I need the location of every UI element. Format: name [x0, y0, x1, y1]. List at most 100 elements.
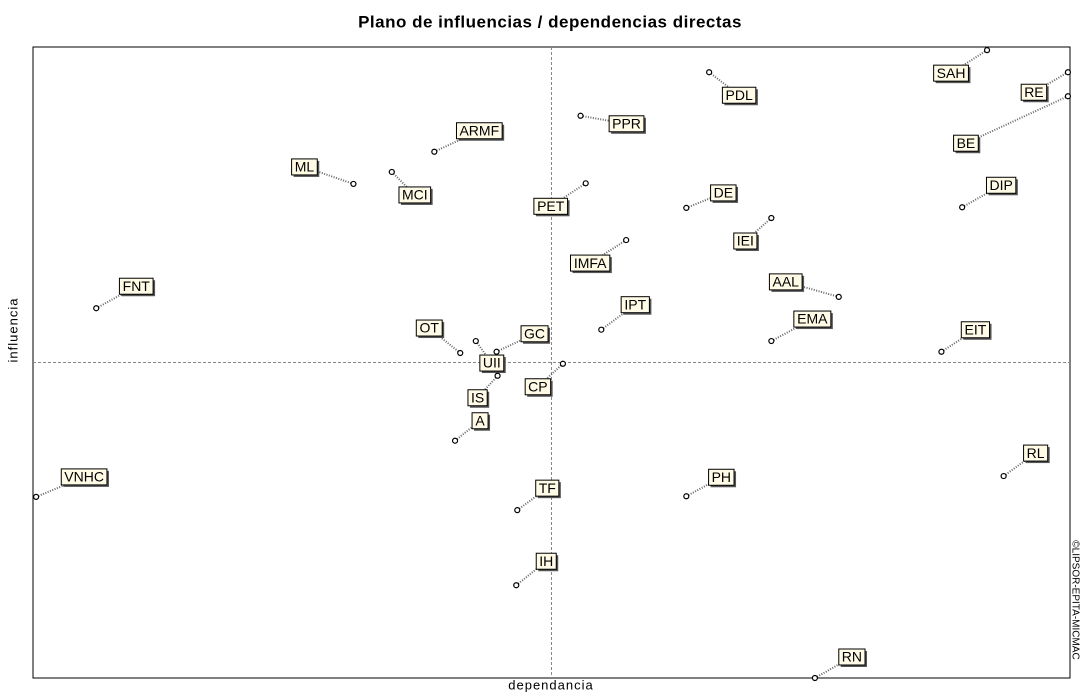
point-label-text: A [475, 412, 485, 428]
label-box [471, 412, 489, 430]
point [623, 236, 630, 244]
point-label-text: PET [537, 198, 565, 214]
point-label: A [471, 412, 491, 431]
point-label: MCI [398, 186, 433, 205]
point-label: OT [415, 319, 445, 339]
label-box [1023, 444, 1049, 462]
label-box [535, 552, 557, 570]
point-label: IEI [733, 232, 759, 252]
point-label: RL [1023, 444, 1050, 464]
point-label: VNHC [60, 468, 109, 487]
point [1064, 93, 1072, 100]
label-box [953, 134, 979, 152]
point-label-text: BE [957, 135, 976, 151]
label-box [524, 378, 552, 396]
point-label-text: PH [712, 469, 731, 485]
point-label: ML [291, 158, 320, 177]
leader-line [391, 171, 416, 196]
point [33, 493, 40, 501]
label-box [467, 389, 488, 407]
point [388, 168, 395, 176]
label-box [569, 254, 611, 272]
label-box [415, 319, 443, 337]
point [577, 112, 584, 119]
point-label-text: IH [539, 553, 553, 569]
point-label: PPR [608, 115, 646, 134]
point-label: PET [533, 197, 570, 217]
label-box [479, 354, 505, 372]
label-box [838, 648, 866, 666]
leader-line [940, 328, 976, 353]
label-box [960, 321, 991, 339]
point-label-text: ARMF [459, 122, 499, 138]
point [768, 337, 775, 345]
label-box [398, 186, 432, 204]
point-label-text: ML [295, 159, 315, 175]
watermark: ©LIPSOR-EPITA-MICMAC [1069, 540, 1080, 659]
point-label: FNT [118, 277, 156, 297]
leader-line [965, 95, 1069, 145]
point [1000, 472, 1007, 480]
point [938, 348, 945, 355]
point-label: BE [953, 134, 981, 154]
label-box [721, 86, 757, 104]
point-label: SAH [933, 64, 971, 84]
leader-line [580, 114, 627, 125]
label-box [60, 468, 108, 486]
point [514, 507, 521, 514]
point [559, 360, 567, 367]
label-box [608, 115, 645, 133]
leader-line [454, 419, 481, 442]
point-label-text: DIP [989, 177, 1012, 193]
point-label-text: TF [539, 480, 556, 496]
point [598, 326, 605, 333]
point [683, 493, 690, 500]
leader-line [550, 182, 587, 208]
point-label: CP [524, 378, 553, 397]
leader-line [744, 217, 773, 242]
point-label: DE [710, 184, 739, 203]
point [706, 69, 713, 76]
point-label-text: SAH [937, 65, 966, 81]
point-label-text: IMFA [574, 255, 607, 271]
point [1064, 69, 1072, 76]
point-label: PDL [721, 86, 758, 106]
point-label: UII [479, 354, 506, 374]
point [457, 349, 464, 357]
y-axis-label: influencia [5, 298, 20, 363]
x-axis-label: dependancia [508, 677, 593, 692]
point-label: GC [520, 325, 551, 344]
label-box [710, 184, 737, 202]
label-box [1020, 83, 1048, 101]
point-label-text: IPT [624, 296, 646, 312]
point-label: ARMF [455, 122, 505, 141]
point-label: TF [535, 479, 561, 499]
point [683, 204, 690, 212]
label-box [793, 310, 832, 328]
point-label: EMA [793, 310, 833, 330]
point [811, 674, 818, 682]
point-label-text: IS [471, 389, 484, 405]
point-label: PH [708, 468, 737, 488]
point-label-text: MCI [402, 187, 428, 203]
point-label-text: DE [714, 185, 733, 201]
label-box [620, 296, 650, 314]
label-box [291, 158, 318, 176]
label-box [985, 176, 1017, 194]
point-label-text: RL [1027, 445, 1045, 461]
point [472, 337, 479, 345]
point [93, 305, 100, 312]
point-label-text: IEI [737, 233, 754, 249]
label-box [533, 197, 569, 215]
point-label-text: UII [483, 355, 501, 371]
point-label-text: VNHC [64, 469, 104, 485]
point-label: IS [467, 389, 490, 408]
point-label-text: EIT [965, 321, 987, 337]
point [431, 148, 438, 155]
leader-line [433, 129, 480, 153]
point [959, 204, 966, 211]
point [768, 214, 775, 222]
point-label: IPT [620, 296, 652, 315]
point [350, 180, 357, 188]
